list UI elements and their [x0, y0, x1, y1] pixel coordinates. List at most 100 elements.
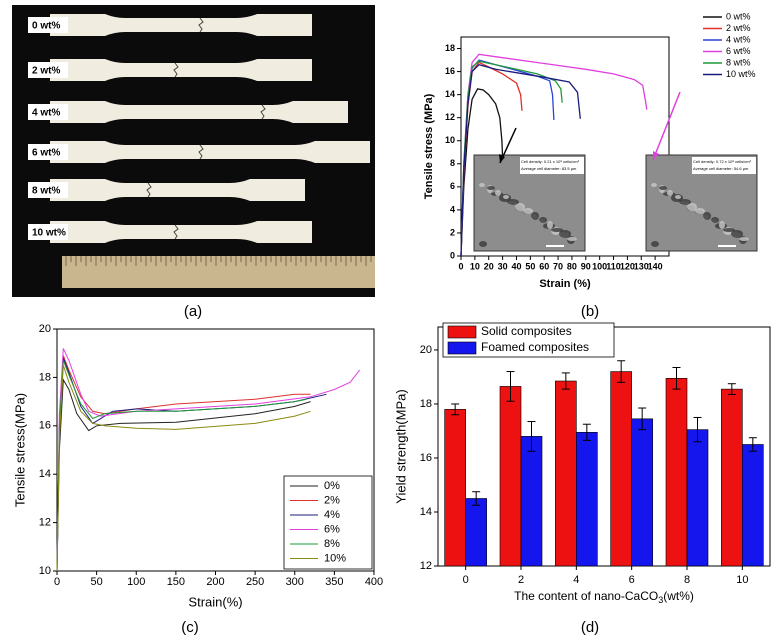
legend-label: Solid composites: [481, 324, 572, 338]
annotation: Cell density: 0.72 x 10⁸ cells/cm³: [693, 159, 752, 164]
x-tick-label: 6: [629, 574, 635, 586]
plot-frame: [460, 36, 670, 257]
specimen-label: 10 wt%: [32, 228, 66, 239]
specimen: [50, 221, 312, 243]
error-bar: [527, 421, 536, 452]
x-tick-label: 20: [484, 261, 494, 271]
sem-pore: [695, 208, 705, 214]
annotation: Average cell diameter: 83.5 μm: [521, 166, 577, 171]
bar: [721, 388, 743, 567]
sem-pore: [547, 221, 553, 229]
error-bar: [472, 491, 481, 506]
x-tick-label: 10: [736, 574, 748, 586]
annotation: Average cell diameter: 54.6 μm: [693, 166, 749, 171]
sem-pore: [487, 186, 495, 190]
specimen: [50, 101, 348, 123]
bar: [576, 432, 598, 567]
y-axis-label: Tensile stress (MPa): [423, 93, 435, 199]
y-tick-label: 18: [445, 43, 455, 53]
sem-label-bg: [520, 157, 584, 174]
x-tick-label: 110: [606, 261, 621, 271]
x-tick-label: 50: [525, 261, 535, 271]
y-tick-label: 16: [39, 420, 51, 432]
sem-pore: [503, 195, 509, 199]
series-line: [56, 378, 311, 572]
bar: [465, 498, 487, 567]
error-bar: [582, 423, 591, 441]
sem-pore: [515, 203, 525, 211]
sem-pore: [703, 212, 711, 220]
legend-label: Foamed composites: [481, 340, 589, 354]
fracture: [260, 104, 266, 120]
x-tick-label: 350: [325, 576, 343, 588]
y-axis-label: Tensile stress(MPa): [12, 393, 27, 507]
x-axis-label: Strain (%): [539, 278, 591, 290]
y-tick-label: 20: [420, 344, 432, 356]
x-tick-label: 90: [581, 261, 591, 271]
error-bar: [451, 403, 460, 416]
bar: [555, 380, 577, 567]
label-box: [28, 182, 68, 198]
sem-pore: [567, 237, 577, 241]
bar: [444, 409, 466, 567]
fracture: [173, 62, 179, 78]
x-tick-label: 100: [592, 261, 607, 271]
annotation: Cell density: 0.21 x 10⁸ cells/cm³: [521, 159, 580, 164]
error-bar: [672, 367, 681, 390]
sem-pore: [559, 230, 571, 238]
sem-pore: [507, 199, 519, 205]
sem-pore: [539, 217, 547, 223]
fracture: [198, 144, 204, 160]
legend-label: 0%: [324, 480, 340, 492]
y-tick-label: 16: [420, 452, 432, 464]
scale-bar: [546, 245, 564, 247]
legend-label: 10 wt%: [726, 69, 756, 79]
specimen-label: 2 wt%: [32, 66, 60, 77]
legend-label: 0 wt%: [726, 11, 751, 21]
label-box: [28, 62, 68, 78]
y-tick-label: 4: [450, 204, 455, 214]
series-line: [460, 63, 581, 257]
sem-pore: [719, 221, 725, 229]
scale-bar: [718, 245, 736, 247]
y-tick-label: 10: [445, 135, 455, 145]
x-tick-label: 60: [539, 261, 549, 271]
legend-label: 6 wt%: [726, 46, 751, 56]
legend-label: 4 wt%: [726, 34, 751, 44]
x-tick-label: 0: [458, 261, 463, 271]
legend-swatch: [447, 341, 477, 355]
y-tick-label: 14: [39, 468, 51, 480]
sem-pore: [523, 208, 533, 214]
specimen-label: 8 wt%: [32, 186, 60, 197]
arrow: [652, 91, 681, 161]
sem-pore: [531, 212, 539, 220]
y-tick-label: 6: [450, 181, 455, 191]
y-tick-label: 8: [450, 158, 455, 168]
sem-pore: [731, 230, 743, 238]
specimen: [50, 141, 370, 163]
x-tick-label: 100: [127, 576, 145, 588]
y-tick-label: 16: [445, 66, 455, 76]
specimen: [50, 179, 305, 201]
legend-label: 8%: [324, 538, 340, 550]
error-bar: [748, 437, 757, 452]
y-axis-label: Yield strength(MPa): [393, 389, 408, 503]
x-tick-label: 130: [634, 261, 649, 271]
sem-pore: [479, 183, 485, 187]
y-tick-label: 12: [39, 517, 51, 529]
fracture: [173, 224, 179, 240]
x-tick-label: 0: [463, 574, 469, 586]
x-tick-label: 0: [54, 576, 60, 588]
x-tick-label: 140: [648, 261, 663, 271]
label-box: [28, 17, 68, 33]
bar: [499, 386, 522, 567]
error-bar: [617, 360, 626, 383]
series-line: [56, 355, 311, 572]
fracture: [146, 182, 152, 198]
x-axis-label-part: 3: [658, 595, 663, 605]
series-line: [56, 348, 361, 572]
x-tick-label: 8: [684, 574, 690, 586]
legend-label: 2%: [324, 494, 340, 506]
y-tick-label: 14: [445, 89, 455, 99]
label-box: [28, 104, 68, 120]
